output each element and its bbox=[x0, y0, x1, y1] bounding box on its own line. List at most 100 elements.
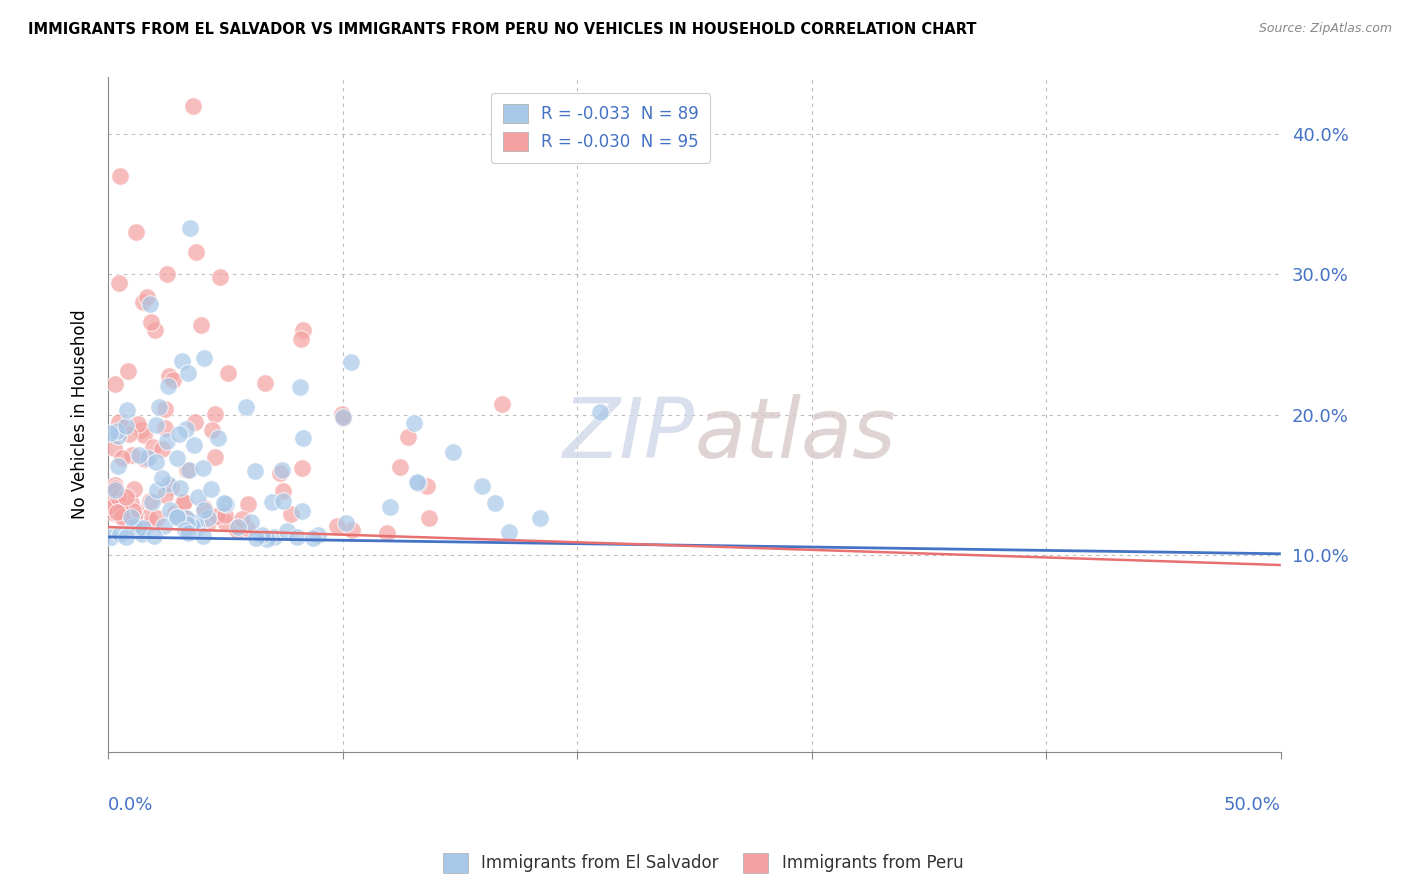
Point bbox=[120, 496, 142, 510]
Point bbox=[108, 276, 131, 290]
Point bbox=[238, 497, 260, 511]
Text: ZIP: ZIP bbox=[562, 394, 695, 475]
Point bbox=[150, 471, 173, 485]
Y-axis label: No Vehicles in Household: No Vehicles in Household bbox=[72, 310, 89, 519]
Point bbox=[145, 483, 167, 497]
Point bbox=[122, 518, 145, 533]
Point bbox=[406, 476, 429, 491]
Point bbox=[173, 523, 195, 537]
Point bbox=[307, 528, 329, 542]
Point bbox=[186, 521, 208, 535]
Point bbox=[125, 225, 148, 239]
Point bbox=[589, 405, 612, 419]
Point bbox=[112, 420, 135, 434]
Point bbox=[103, 506, 125, 520]
Point bbox=[104, 478, 127, 492]
Legend: R = -0.033  N = 89, R = -0.030  N = 95: R = -0.033 N = 89, R = -0.030 N = 95 bbox=[491, 93, 710, 162]
Point bbox=[208, 269, 231, 284]
Point bbox=[269, 467, 291, 481]
Point bbox=[138, 493, 160, 508]
Point bbox=[134, 452, 156, 467]
Point bbox=[163, 507, 186, 521]
Point bbox=[174, 422, 197, 436]
Point bbox=[169, 481, 191, 495]
Point bbox=[236, 521, 259, 535]
Point bbox=[174, 510, 197, 524]
Point bbox=[197, 516, 219, 531]
Point bbox=[235, 400, 257, 414]
Point bbox=[128, 448, 150, 462]
Point bbox=[285, 531, 308, 545]
Point bbox=[104, 483, 127, 497]
Point bbox=[141, 495, 163, 509]
Point bbox=[131, 521, 153, 535]
Point bbox=[107, 458, 129, 473]
Point bbox=[127, 417, 149, 431]
Point bbox=[342, 524, 364, 538]
Point bbox=[107, 490, 129, 504]
Point bbox=[484, 496, 506, 510]
Point bbox=[110, 504, 132, 518]
Point bbox=[176, 517, 198, 532]
Point bbox=[98, 481, 121, 495]
Point bbox=[231, 511, 253, 525]
Point bbox=[239, 516, 262, 530]
Point bbox=[332, 410, 354, 425]
Point bbox=[136, 510, 159, 524]
Point bbox=[157, 368, 180, 383]
Text: Source: ZipAtlas.com: Source: ZipAtlas.com bbox=[1258, 22, 1392, 36]
Point bbox=[215, 497, 238, 511]
Point bbox=[201, 424, 224, 438]
Point bbox=[115, 490, 138, 504]
Point bbox=[111, 450, 134, 465]
Point bbox=[100, 499, 122, 513]
Point bbox=[110, 527, 132, 541]
Point bbox=[214, 508, 236, 523]
Point bbox=[142, 440, 165, 454]
Point bbox=[205, 508, 228, 523]
Point bbox=[271, 483, 294, 498]
Point bbox=[103, 441, 125, 455]
Point bbox=[100, 499, 122, 513]
Point bbox=[193, 500, 215, 515]
Point bbox=[145, 418, 167, 433]
Point bbox=[225, 523, 247, 537]
Point bbox=[441, 444, 464, 458]
Point bbox=[132, 428, 155, 442]
Point bbox=[138, 297, 160, 311]
Point bbox=[271, 463, 294, 477]
Point bbox=[204, 407, 226, 421]
Point bbox=[302, 531, 325, 545]
Point bbox=[402, 417, 425, 431]
Legend: Immigrants from El Salvador, Immigrants from Peru: Immigrants from El Salvador, Immigrants … bbox=[436, 847, 970, 880]
Point bbox=[125, 504, 148, 518]
Point bbox=[105, 505, 128, 519]
Point bbox=[127, 521, 149, 535]
Point bbox=[156, 434, 179, 449]
Point bbox=[184, 515, 207, 529]
Point bbox=[498, 525, 520, 540]
Point bbox=[271, 493, 294, 508]
Point bbox=[176, 463, 198, 477]
Point bbox=[193, 529, 215, 543]
Point bbox=[193, 503, 215, 517]
Text: IMMIGRANTS FROM EL SALVADOR VS IMMIGRANTS FROM PERU NO VEHICLES IN HOUSEHOLD COR: IMMIGRANTS FROM EL SALVADOR VS IMMIGRANT… bbox=[28, 22, 977, 37]
Point bbox=[120, 510, 142, 524]
Point bbox=[172, 354, 194, 368]
Point bbox=[98, 499, 121, 513]
Point bbox=[98, 483, 121, 498]
Point bbox=[176, 526, 198, 541]
Point bbox=[153, 488, 176, 502]
Point bbox=[104, 377, 127, 392]
Point bbox=[292, 431, 315, 445]
Point bbox=[105, 424, 128, 438]
Point bbox=[193, 460, 215, 475]
Point bbox=[148, 401, 170, 415]
Point bbox=[226, 520, 249, 534]
Point bbox=[124, 508, 146, 522]
Point bbox=[340, 355, 363, 369]
Point bbox=[173, 494, 195, 508]
Point bbox=[172, 495, 194, 509]
Point bbox=[529, 510, 551, 524]
Text: 0.0%: 0.0% bbox=[108, 796, 153, 814]
